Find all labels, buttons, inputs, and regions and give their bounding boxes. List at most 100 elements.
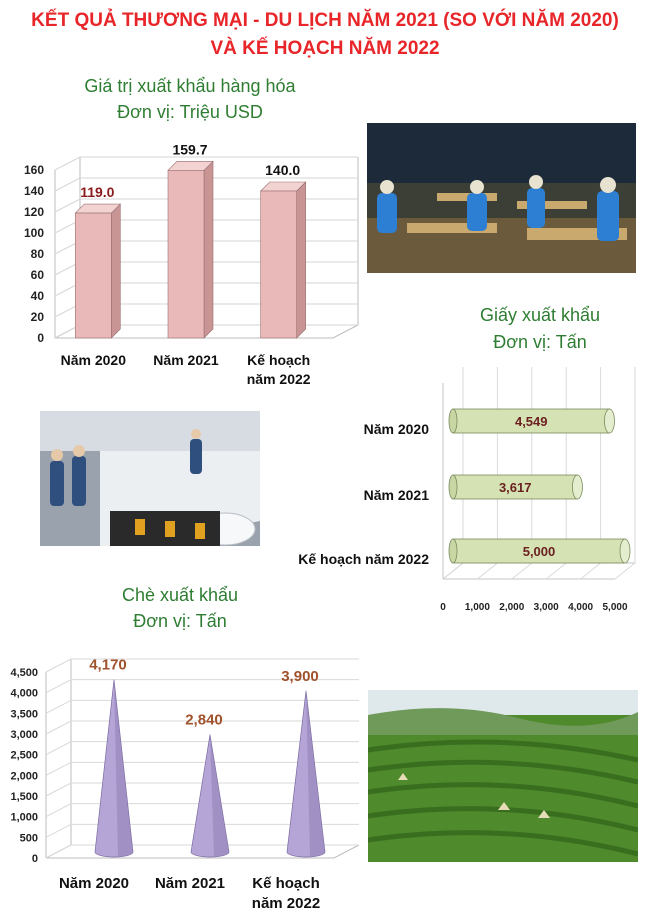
chart2-bar [448, 538, 631, 564]
chart1-gridline [54, 177, 358, 192]
chart1-y-tick-label: 60 [31, 268, 45, 282]
chart3-gridline [45, 720, 359, 735]
paper-rolls-icon [40, 411, 260, 546]
chart3-value-label: 2,840 [185, 712, 223, 729]
chart3-category-label: Kế hoạch [252, 875, 320, 892]
chart3-gridline [45, 844, 359, 859]
chart2-cylinder-base [448, 474, 458, 500]
chart2-bar [448, 408, 615, 434]
export-value-bar-chart: 0 20 40 60 80 100 120 140 160 119.0 Năm 2020 159.7 N… [24, 141, 359, 387]
chart2-value-label: 5,000 [523, 544, 556, 559]
chart1-bar-side [111, 203, 121, 339]
chart1-category-label: Năm 2020 [61, 352, 127, 368]
chart2-category-label: Năm 2020 [364, 421, 430, 437]
chart2-value-label: 4,549 [515, 414, 548, 429]
chart2-cylinder-body [452, 474, 578, 500]
chart1-gridline [54, 156, 358, 171]
chart2-gridline [614, 367, 636, 580]
chart3-y-tick-label: 2,500 [10, 750, 38, 762]
chart2-category-label: Năm 2021 [364, 487, 430, 503]
chart1-bar-side [203, 160, 214, 339]
chart3-cone [94, 679, 134, 858]
chart3-y-tick-label: 2,000 [10, 770, 38, 782]
tea-plantation-photo [368, 690, 638, 862]
chart1-y-tick-label: 80 [31, 247, 45, 261]
chart1-y-tick-label: 160 [24, 163, 44, 177]
chart1-value-label: 140.0 [265, 162, 300, 178]
chart3-gridline [45, 741, 359, 756]
chart1-bar [74, 203, 122, 339]
factory-workers-icon [367, 123, 636, 273]
chart1-subtitle: Đơn vị: Triệu USD [117, 102, 263, 122]
chart2-x-tick-label: 5,000 [602, 602, 627, 613]
tea-field-icon [368, 690, 638, 862]
chart2-x-tick-label: 0 [440, 602, 446, 613]
paper-mill-photo [40, 411, 260, 546]
chart3-title: Chè xuất khẩu [121, 585, 239, 605]
infographic-title-line2: VÀ KẾ HOẠCH NĂM 2022 [210, 38, 440, 59]
chart2-cylinder-cap [619, 538, 631, 564]
chart1-y-tick-label: 40 [31, 289, 45, 303]
chart3-y-tick-label: 3,500 [10, 708, 38, 720]
chart3-value-label: 4,170 [89, 657, 127, 674]
chart3-y-tick-label: 1,000 [10, 812, 38, 824]
chart3-y-tick-label: 3,000 [10, 729, 38, 741]
chart1-y-tick-label: 0 [37, 331, 44, 345]
chart3-gridline [45, 823, 359, 838]
chart2-x-tick-label: 2,000 [499, 602, 524, 613]
chart2-subtitle: Đơn vị: Tấn [493, 332, 587, 352]
chart2-bar [448, 474, 583, 500]
chart3-category-label: Năm 2020 [59, 875, 129, 892]
chart1-y-tick-label: 140 [24, 184, 44, 198]
chart3-cone [286, 690, 326, 858]
chart2-cylinder-base [448, 538, 458, 564]
chart3-gridline [45, 679, 359, 694]
chart2-x-tick-label: 3,000 [534, 602, 559, 613]
chart3-gridline [45, 761, 359, 776]
chart3-gridline [45, 699, 359, 714]
chart3-gridline [45, 803, 359, 818]
chart2-x-tick-label: 4,000 [568, 602, 593, 613]
infographic-title-line1: KẾT QUẢ THƯƠNG MẠI - DU LỊCH NĂM 2021 (S… [31, 10, 619, 31]
chart1-value-label: 159.7 [172, 141, 207, 157]
chart1-bar-side [296, 181, 306, 339]
chart2-x-tick-label: 1,000 [465, 602, 490, 613]
chart2-floor [463, 367, 636, 564]
chart3-y-tick-label: 4,500 [10, 667, 38, 679]
chart2-cylinder-body [452, 408, 610, 434]
furniture-factory-photo [367, 123, 636, 273]
chart1-y-tick-label: 20 [31, 310, 45, 324]
chart2-value-label: 3,617 [499, 480, 532, 495]
chart1-bar [259, 181, 307, 339]
chart1-category-label: Năm 2021 [153, 352, 219, 368]
chart2-cylinder-cap [572, 474, 583, 500]
chart2-cylinder-base [448, 408, 458, 434]
tea-export-cone-chart: 0 500 1,000 1,500 2,000 2,500 3,000 3,500 4,000 4… [10, 657, 360, 912]
chart1-floor [55, 324, 359, 339]
chart3-category-label: năm 2022 [252, 895, 320, 912]
chart3-subtitle: Đơn vị: Tấn [133, 611, 227, 631]
chart1-bar-front [75, 212, 112, 339]
chart3-value-label: 3,900 [281, 668, 319, 685]
chart1-category-label: năm 2022 [247, 371, 311, 387]
chart1-bar-front [167, 170, 205, 339]
chart3-cone-shade [210, 734, 230, 857]
chart1-value-label: 119.0 [80, 184, 114, 200]
chart2-cylinder-cap [604, 408, 615, 434]
chart3-y-tick-label: 500 [20, 832, 38, 844]
chart3-gridline [45, 658, 359, 673]
chart3-category-label: Năm 2021 [155, 875, 225, 892]
chart3-floor [46, 844, 360, 859]
chart1-category-label: Kế hoạch [247, 352, 310, 368]
paper-export-bar-chart: 0 1,000 2,000 3,000 4,000 5,000 4,549 Năm 2020 3… [298, 367, 636, 613]
chart1-y-tick-label: 120 [24, 205, 44, 219]
chart3-y-tick-label: 1,500 [10, 791, 38, 803]
chart1-bar-front [260, 190, 297, 339]
chart1-title: Giá trị xuất khẩu hàng hóa [84, 76, 296, 96]
chart3-y-tick-label: 4,000 [10, 688, 38, 700]
chart2-title: Giấy xuất khẩu [479, 305, 601, 325]
chart3-cone-shade [114, 679, 134, 857]
chart2-category-label: Kế hoạch năm 2022 [298, 551, 429, 567]
chart1-y-tick-label: 100 [24, 226, 44, 240]
chart1-bar [167, 160, 214, 339]
